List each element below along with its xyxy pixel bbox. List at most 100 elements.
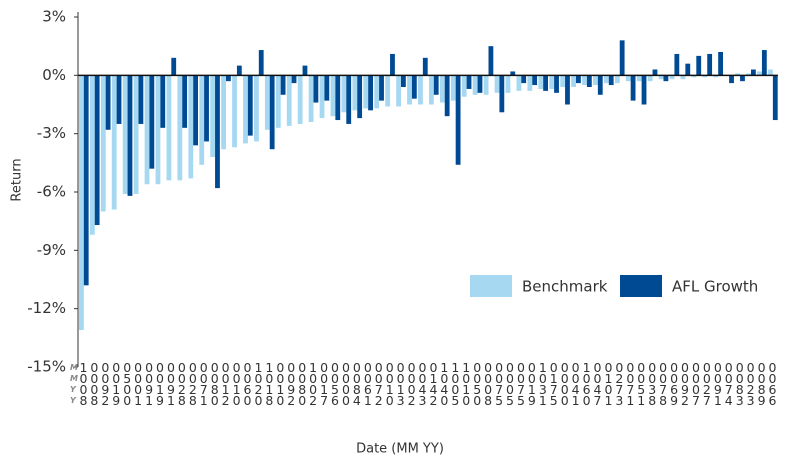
x-tick-label: 0056 bbox=[331, 360, 339, 408]
x-tick-label: 0010 bbox=[232, 360, 241, 408]
bar bbox=[647, 75, 653, 82]
bar bbox=[696, 55, 702, 76]
x-tick-label: 1010 bbox=[462, 360, 471, 408]
bar bbox=[111, 75, 117, 210]
bar bbox=[193, 75, 198, 146]
x-tick-label: 0013 bbox=[396, 360, 405, 408]
bar bbox=[608, 75, 614, 86]
x-tick-label: 0069 bbox=[670, 360, 679, 408]
bar bbox=[177, 75, 183, 181]
y-tick-label: -15% bbox=[27, 358, 66, 376]
bar bbox=[586, 75, 592, 87]
bar bbox=[636, 75, 642, 82]
x-tick-label: 0175 bbox=[549, 360, 558, 408]
bar bbox=[144, 75, 150, 185]
x-tick-label: 0071 bbox=[199, 360, 208, 408]
x-tick-label: 0080 bbox=[210, 360, 219, 408]
bar bbox=[614, 75, 620, 84]
bar bbox=[641, 75, 647, 105]
bar bbox=[757, 71, 762, 76]
bar bbox=[549, 75, 555, 89]
y-tick-label: -3% bbox=[37, 124, 66, 142]
bar bbox=[444, 75, 450, 117]
y-axis-title: Return bbox=[10, 158, 25, 201]
x-tick-label: 0066 bbox=[768, 360, 777, 408]
bar bbox=[483, 75, 489, 95]
bar bbox=[407, 75, 412, 105]
x-tick-label: 0008 bbox=[90, 360, 99, 408]
bar bbox=[269, 75, 275, 150]
x-tick-label: 0092 bbox=[287, 360, 296, 408]
x-tick-label: 0074 bbox=[724, 360, 733, 408]
bar bbox=[674, 53, 680, 76]
bar bbox=[450, 75, 456, 101]
bar bbox=[122, 75, 128, 194]
bar bbox=[254, 75, 259, 142]
bar bbox=[385, 75, 391, 107]
bar bbox=[236, 65, 242, 76]
bar bbox=[368, 75, 373, 111]
bar bbox=[740, 75, 745, 82]
bar bbox=[543, 75, 548, 91]
legend-swatch bbox=[470, 275, 512, 297]
bar bbox=[232, 75, 237, 148]
bar bbox=[729, 75, 734, 84]
y-tick-label: -9% bbox=[37, 241, 66, 259]
bar bbox=[411, 75, 417, 99]
bar bbox=[630, 75, 636, 101]
bar bbox=[685, 63, 691, 76]
bar bbox=[297, 75, 303, 124]
x-tick-label: 0084 bbox=[352, 360, 361, 408]
bar bbox=[127, 75, 133, 196]
bar bbox=[625, 75, 631, 82]
bar bbox=[264, 75, 270, 130]
x-tick-label: 1040 bbox=[440, 360, 449, 408]
bar bbox=[521, 75, 527, 84]
bar bbox=[429, 75, 434, 105]
x-tick-label: 0142 bbox=[429, 360, 438, 408]
bar bbox=[275, 75, 281, 128]
x-tick-label: 1005 bbox=[451, 360, 460, 408]
bar bbox=[291, 75, 297, 84]
x-axis-title: Date (MM YY) bbox=[356, 442, 444, 457]
bar bbox=[79, 75, 84, 331]
bar bbox=[133, 75, 139, 194]
bar bbox=[499, 75, 505, 113]
x-tick-label: 0008 bbox=[484, 360, 493, 408]
x-tick-label: 0083 bbox=[735, 360, 744, 408]
bar bbox=[669, 75, 675, 80]
x-tick-label: 0019 bbox=[156, 360, 164, 408]
x-tick-label: 0041 bbox=[571, 360, 580, 408]
bar bbox=[494, 75, 500, 93]
y-tick-label: 3% bbox=[42, 8, 66, 26]
x-tick-label: 0091 bbox=[713, 360, 722, 408]
bar bbox=[713, 75, 719, 78]
x-tick-label: 0101 bbox=[604, 360, 613, 408]
y-tick-label: -12% bbox=[27, 299, 66, 317]
bar bbox=[597, 75, 603, 95]
x-tick-label: 0012 bbox=[221, 360, 230, 408]
y-tick-label: -6% bbox=[37, 183, 66, 201]
bar bbox=[308, 75, 314, 122]
bar bbox=[215, 75, 220, 189]
x-tick-label: 0000 bbox=[560, 360, 569, 408]
bar bbox=[582, 75, 587, 86]
bar bbox=[280, 75, 286, 95]
bar bbox=[702, 75, 708, 78]
x-tick-label: 0010 bbox=[385, 360, 394, 408]
bar bbox=[658, 75, 664, 80]
bar bbox=[357, 75, 363, 119]
bar bbox=[258, 50, 264, 76]
bar bbox=[554, 75, 559, 93]
bar bbox=[166, 75, 172, 181]
bar bbox=[116, 75, 122, 124]
bar bbox=[472, 75, 478, 95]
x-tick-label: 0027 bbox=[702, 360, 711, 408]
x-tick-label: 0000 bbox=[341, 360, 350, 408]
bar bbox=[374, 75, 380, 109]
bar bbox=[477, 75, 483, 93]
bar bbox=[619, 40, 625, 76]
bar bbox=[565, 75, 570, 105]
bar bbox=[593, 75, 598, 86]
x-tick-label: 0002 bbox=[407, 360, 416, 408]
